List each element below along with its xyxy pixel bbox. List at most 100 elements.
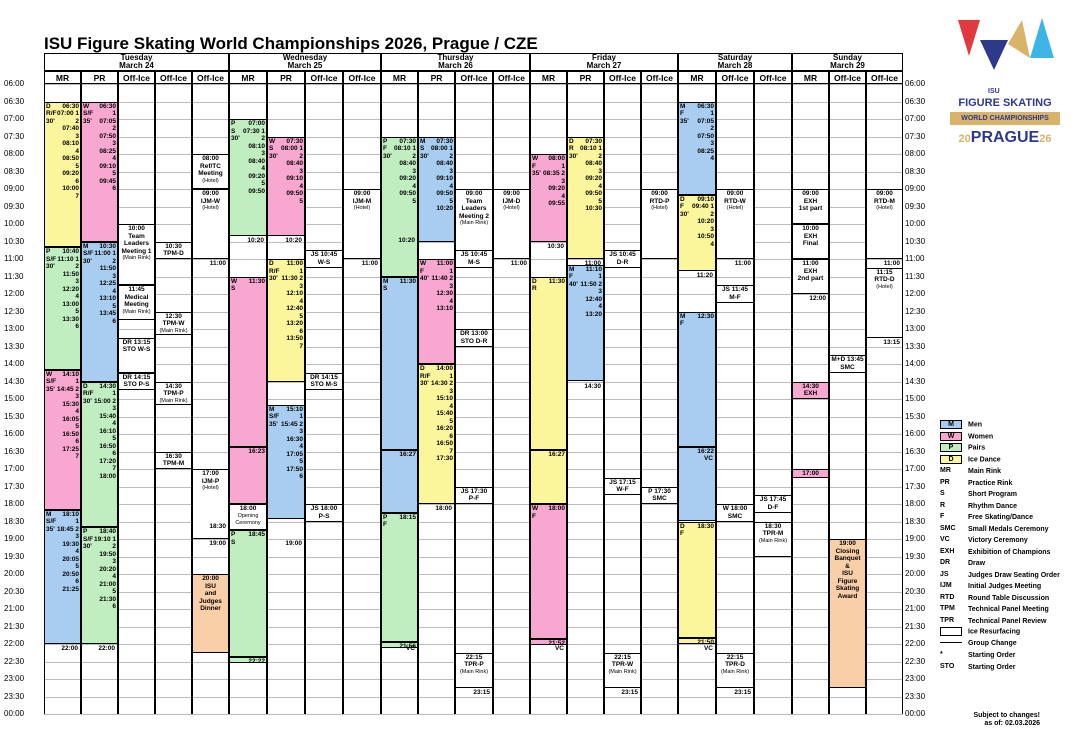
schedule-block[interactable]: M F 35' 06:30 1 07:05 2 07:50 3 08:25 4 — [678, 101, 716, 195]
schedule-block[interactable]: 16:22 — [678, 446, 716, 522]
schedule-block[interactable]: 18:00 Opening Ceremony — [229, 504, 267, 531]
schedule-block[interactable]: JS 10:45 M-S — [455, 250, 493, 268]
schedule-block[interactable]: 16:23 — [229, 447, 267, 504]
schedule-block[interactable]: DR 14:15 STO M-S — [305, 372, 343, 391]
schedule-block[interactable]: JS 18:00 P-S — [305, 504, 343, 522]
time-label: 11:00 — [4, 254, 24, 263]
schedule-block[interactable]: 20:00 ISU and Judges Dinner — [192, 574, 229, 653]
schedule-block[interactable]: D F 18:30 — [678, 521, 716, 639]
legend-swatch: P — [940, 443, 962, 452]
schedule-block[interactable]: P S/F 30' 10:40 11:10 1 2 11:50 3 12:20 4 13:00 5… — [44, 247, 81, 370]
schedule-block[interactable]: JS 17:45 D-F — [754, 495, 792, 513]
schedule-block[interactable]: 16:30 TPM-M(Main Rink) — [155, 451, 192, 469]
schedule-block[interactable]: 22:15 TPR-W (Main Rink) — [604, 652, 641, 688]
schedule-block[interactable]: 09:00 IJM-D (Hotel) — [493, 189, 530, 259]
schedule-block[interactable]: 12:30 TPM-W (Main Rink) — [155, 311, 192, 335]
schedule-block[interactable]: P S 18:45 — [229, 530, 267, 657]
schedule-block[interactable]: 16:27 — [530, 449, 567, 504]
schedule-block[interactable]: JS 10:45 D-R — [604, 250, 641, 268]
schedule-block[interactable]: JS 10:45 W-S — [305, 250, 343, 268]
schedule-block[interactable]: M F 40' 11:10 1 11:50 2 3 12:40 4 13:20 — [567, 264, 604, 382]
schedule-block[interactable]: 21:50 — [678, 638, 716, 645]
schedule-block[interactable]: M S/F 30' 10:30 11:00 1 2 11:50 3 12:25 4 13:10 5… — [81, 241, 118, 382]
schedule-block[interactable]: 09:00 RTD-W (Hotel) — [716, 189, 754, 259]
schedule-block[interactable]: D R/F 30' 14:30 1 15:00 2 3 15:40 4 16:10 5 16:50… — [81, 381, 118, 528]
schedule-block[interactable]: 22:22 — [229, 656, 267, 663]
logo-city: PRAGUE — [970, 129, 1040, 146]
column-body — [118, 84, 155, 714]
schedule-block[interactable]: W F 40' 11:00 1 11:40 2 3 12:30 4 13:10 — [418, 259, 455, 364]
block-time: 08:40 — [585, 160, 602, 167]
schedule-block[interactable]: D R/F 30' 14:00 1 14:30 2 3 15:10 4 15:40 5 16:20… — [418, 364, 455, 504]
schedule-block[interactable]: 21:52 — [530, 639, 567, 646]
schedule-block[interactable]: 09:00 RTD-M (Hotel) — [866, 189, 903, 259]
time-note: 22:00 — [61, 645, 78, 652]
schedule-block[interactable]: JS 17:15 W-F — [604, 477, 641, 496]
schedule-block[interactable]: M S/F 35' 15:10 1 15:45 2 3 16:30 4 17:05 5 17:50… — [267, 404, 305, 519]
schedule-block[interactable]: 21:56 — [381, 641, 418, 648]
schedule-block[interactable]: W S 30' 07:30 08:00 1 2 08:40 3 09:10 4 09:50 5 — [267, 136, 305, 236]
block-time: 13:20 — [585, 310, 602, 318]
schedule-block[interactable]: P F 18:15 — [381, 512, 418, 642]
schedule-block[interactable]: D R 30' 07:30 08:10 1 2 08:40 3 09:20 4 09:50 5 10… — [567, 136, 604, 259]
schedule-block[interactable]: JS 17:30 P-F — [455, 486, 493, 504]
schedule-block[interactable]: D R/F 30' 11:00 1 11:30 2 3 12:10 4 12:40 5 13:20… — [267, 259, 305, 382]
schedule-block[interactable]: 16:27 — [381, 449, 418, 513]
schedule-block[interactable]: 22:15 TPR-P (Main Rink) — [455, 652, 493, 688]
schedule-block[interactable]: P S 30' 07:00 07:30 1 2 08:10 3 08:40 4 09:20 5 09… — [229, 119, 267, 236]
block-time: 4 — [112, 573, 116, 581]
schedule-block[interactable]: W S/F 35' 14:10 1 14:45 2 3 15:30 4 16:05 5 16:50… — [44, 369, 81, 510]
schedule-block[interactable]: P S/F 30' 18:40 19:10 1 2 19:50 3 20:20 4 21:00 5… — [81, 527, 118, 644]
schedule-block[interactable]: M S 11:30 — [381, 276, 418, 450]
schedule-block[interactable]: DR 14:15 STO P-S — [118, 372, 155, 391]
schedule-block[interactable]: P 17:30 SMC — [641, 486, 678, 504]
schedule-block[interactable]: 11:15 RTD-D (Hotel) — [866, 267, 903, 338]
block-time: 5 — [598, 197, 602, 205]
schedule-block[interactable]: W S/F 35' 06:30 1 07:05 2 07:50 3 08:25 4 09:10 5 0… — [81, 101, 118, 242]
schedule-block[interactable]: DR 13:15 STO W-S — [118, 337, 155, 373]
schedule-block[interactable]: 11:45 Medical Meeting (Main Rink) — [118, 285, 155, 321]
schedule-block[interactable]: D R 11:30 — [530, 276, 567, 450]
block-title: W 18:00 SMC — [722, 505, 748, 520]
block-time: 2 — [75, 263, 79, 271]
schedule-block[interactable]: W F 18:00 — [530, 504, 567, 640]
footer-subject: Subject to changes! — [973, 712, 1040, 719]
schedule-block[interactable]: 19:00 Closing Banquet & ISU Figure Skati… — [829, 539, 866, 688]
schedule-block[interactable]: 09:00 Team Leaders Meeting 2 (Main Rink) — [455, 189, 493, 259]
schedule-block[interactable]: 17:00 — [792, 469, 829, 478]
block-code: D F — [680, 522, 685, 538]
schedule-block[interactable]: 22:15 TPR-D (Main Rink) — [716, 652, 754, 688]
schedule-block[interactable]: 10:00 Team Leaders Meeting 1 (Main Rink) — [118, 224, 155, 286]
schedule-block[interactable]: 11:00 EXH 2nd part — [792, 259, 829, 294]
time-label: 06:00 — [905, 79, 926, 88]
block-location: Opening Ceremony — [235, 512, 261, 527]
schedule-block[interactable]: 09:00 IJM-M (Hotel) — [343, 189, 381, 259]
schedule-block[interactable]: 09:00 IJM-W (Hotel) — [192, 189, 229, 259]
schedule-block[interactable]: W S 11:30 — [229, 276, 267, 448]
schedule-block[interactable]: 17:00 IJM-P (Hotel) — [192, 469, 229, 539]
schedule-block[interactable]: M F 12:30 — [678, 311, 716, 447]
schedule-block[interactable]: D F 30' 09:10 09:40 1 2 10:20 3 10:50 4 — [678, 194, 716, 271]
schedule-block[interactable]: 10:00 EXH Final — [792, 224, 829, 259]
column-header: PR — [267, 71, 305, 84]
schedule-block[interactable]: M+D 13:45 SMC — [829, 355, 866, 373]
schedule-block[interactable]: 14:30 EXH — [792, 381, 829, 399]
schedule-block[interactable]: D R/F 30' 06:30 07:00 1 2 07:40 3 08:10 4 08:50 5… — [44, 101, 81, 248]
schedule-block[interactable]: 09:00 EXH 1st part — [792, 189, 829, 224]
logo-brand: ISU — [988, 88, 1000, 95]
schedule-block[interactable]: W F 35' 08:00 1 08:35 2 3 09:20 4 09:55 — [530, 154, 567, 242]
schedule-block[interactable]: 18:30 TPR-M (Main Rink) — [754, 521, 792, 557]
block-time: 21:56 — [399, 642, 416, 648]
schedule-block[interactable]: 10:30 TPM-D(Main Rink) — [155, 241, 192, 259]
schedule-block[interactable]: DR 13:00 STO D-R — [455, 329, 493, 347]
schedule-block[interactable]: M S/F 35' 18:10 1 18:45 2 3 19:30 4 20:05 5 20:50… — [44, 509, 81, 644]
schedule-block[interactable]: M S 30' 07:30 08:00 1 2 08:40 3 09:10 4 09:50 5 10… — [418, 136, 455, 242]
block-time: 13:30 — [62, 315, 79, 323]
schedule-block[interactable]: 09:00 RTD-P (Hotel) — [641, 189, 678, 259]
schedule-block[interactable]: P F 30' 07:30 08:10 1 2 08:40 3 09:20 4 09:50 5 — [381, 136, 418, 277]
schedule-block[interactable]: JS 11:45 M-F — [716, 285, 754, 303]
schedule-block[interactable]: 14:30 TPM-P (Main Rink) — [155, 381, 192, 405]
block-time: 1 — [75, 518, 79, 526]
schedule-block[interactable]: 08:00 Ref/TC Meeting (Hotel) — [192, 154, 229, 189]
schedule-block[interactable]: W 18:00 SMC — [716, 504, 754, 522]
